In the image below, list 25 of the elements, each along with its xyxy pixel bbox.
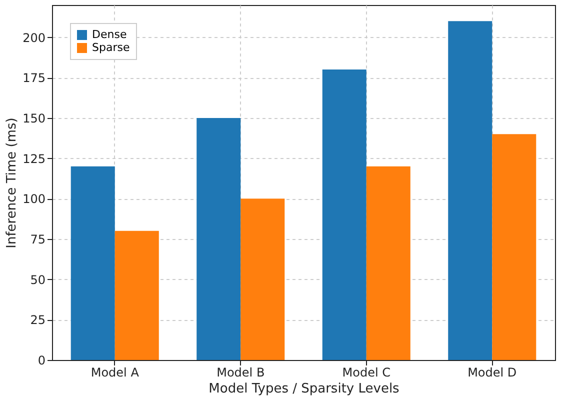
y-tick-label: 0 [38,354,46,368]
y-tick-label: 200 [22,30,46,45]
bar [322,70,366,360]
x-tick-label: Model A [90,366,140,380]
y-axis-title: Inference Time (ms) [4,118,20,248]
y-tick-label: 100 [22,192,46,206]
bar [448,21,492,360]
x-axis-title: Model Types / Sparsity Levels [208,382,400,396]
legend-label: Dense [92,28,127,41]
y-tick-label: 150 [22,111,46,126]
bar [114,230,159,360]
x-tick-label: Model D [468,366,517,380]
bar [196,118,241,360]
y-tick-label: 50 [30,272,46,287]
y-tick-label: 125 [22,152,46,166]
bar [240,198,285,360]
bar [366,166,410,360]
legend-label: Sparse [92,41,130,54]
y-tick-label: 75 [30,232,46,246]
x-tick-label: Model B [216,366,265,380]
y-tick-label: 25 [30,313,46,328]
bar [70,166,115,360]
bar [492,134,536,360]
y-tick-label: 175 [22,71,46,86]
x-tick-label: Model C [342,366,390,380]
